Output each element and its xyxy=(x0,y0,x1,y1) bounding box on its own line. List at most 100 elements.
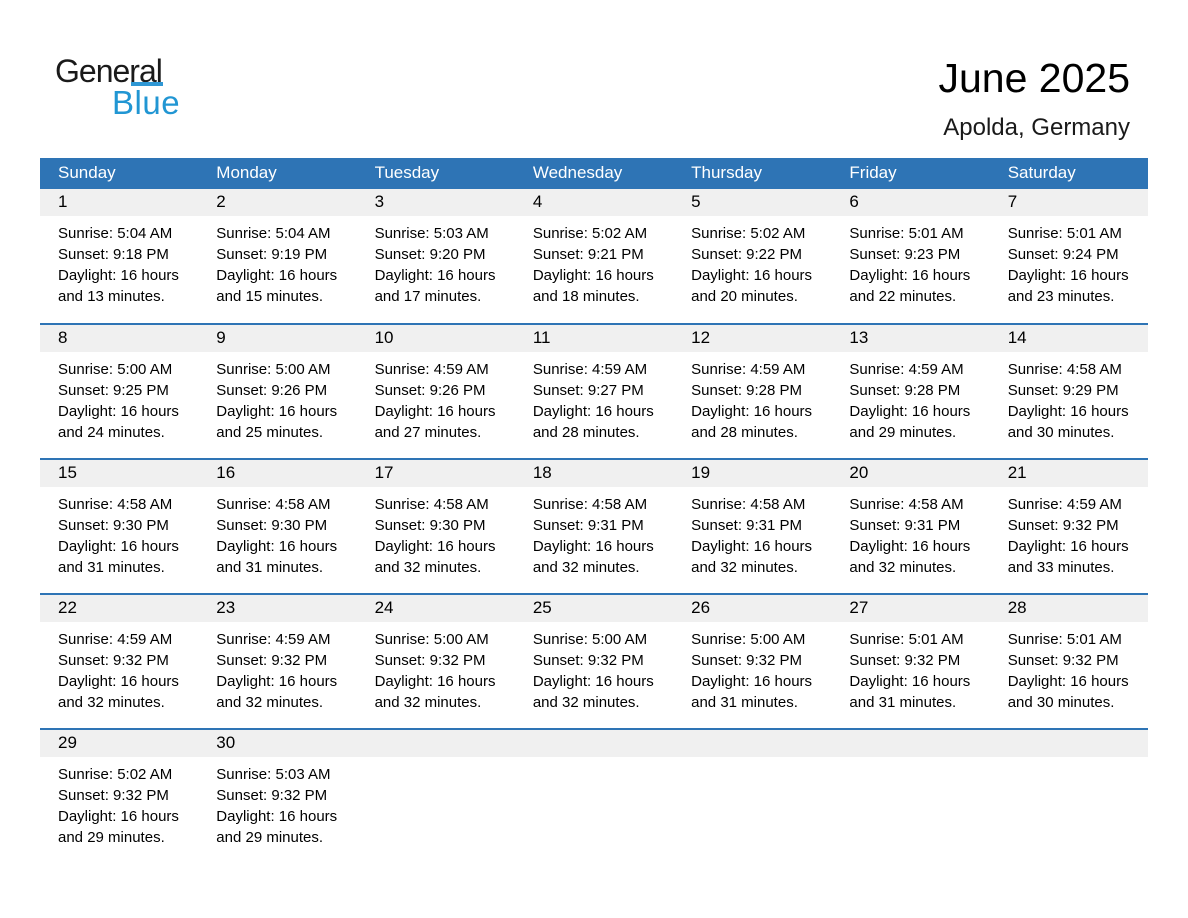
sunrise-text: Sunrise: 4:58 AM xyxy=(1007,361,1122,378)
day-details: Sunrise: 4:59 AM Sunset: 9:27 PM Daylight:… xyxy=(515,352,673,443)
sunrise-text: Sunrise: 5:00 AM xyxy=(532,631,648,648)
sunset-text: Sunset: 9:21 PM xyxy=(532,246,644,263)
day-number: 30 xyxy=(198,730,357,757)
week-row: 22 Sunrise: 4:59 AM Sunset: 9:32 PM Dayligh… xyxy=(40,594,1148,729)
day-cell: 30 Sunrise: 5:03 AM Sunset: 9:32 PM Dayligh… xyxy=(198,729,357,864)
day-number: 1 xyxy=(40,189,199,216)
day-details: Sunrise: 5:00 AM Sunset: 9:32 PM Daylight:… xyxy=(673,622,831,713)
day-number xyxy=(673,730,832,757)
daylight-text: Daylight: 16 hours and 32 minutes. xyxy=(691,538,813,576)
day-number: 9 xyxy=(198,325,357,352)
day-details: Sunrise: 5:00 AM Sunset: 9:25 PM Daylight:… xyxy=(40,352,198,443)
daylight-text: Daylight: 16 hours and 31 minutes. xyxy=(849,673,971,711)
sunset-text: Sunset: 9:19 PM xyxy=(216,246,328,263)
day-details: Sunrise: 5:01 AM Sunset: 9:23 PM Daylight:… xyxy=(831,216,989,307)
sunset-text: Sunset: 9:22 PM xyxy=(691,246,803,263)
day-cell: 20 Sunrise: 4:58 AM Sunset: 9:31 PM Dayligh… xyxy=(831,459,990,594)
day-cell: 3 Sunrise: 5:03 AM Sunset: 9:20 PM Daylight… xyxy=(356,189,515,324)
sunrise-text: Sunrise: 4:59 AM xyxy=(532,361,648,378)
day-number: 28 xyxy=(989,595,1148,622)
day-number: 7 xyxy=(989,189,1148,216)
daylight-text: Daylight: 16 hours and 32 minutes. xyxy=(532,673,654,711)
day-details: Sunrise: 5:04 AM Sunset: 9:18 PM Daylight:… xyxy=(40,216,198,307)
sunset-text: Sunset: 9:26 PM xyxy=(374,382,486,399)
sunset-text: Sunset: 9:32 PM xyxy=(216,652,328,669)
sunset-text: Sunset: 9:18 PM xyxy=(58,246,169,263)
week-row: 29 Sunrise: 5:02 AM Sunset: 9:32 PM Dayligh… xyxy=(40,729,1148,864)
day-number: 13 xyxy=(831,325,990,352)
daylight-text: Daylight: 16 hours and 30 minutes. xyxy=(1007,673,1129,711)
day-cell: 13 Sunrise: 4:59 AM Sunset: 9:28 PM Dayligh… xyxy=(831,324,990,459)
sunrise-text: Sunrise: 5:02 AM xyxy=(532,225,648,242)
weekday-header-saturday: Saturday xyxy=(989,158,1148,189)
empty-day-cell xyxy=(673,729,832,864)
daylight-text: Daylight: 16 hours and 27 minutes. xyxy=(374,403,496,441)
day-cell: 11 Sunrise: 4:59 AM Sunset: 9:27 PM Dayligh… xyxy=(514,324,674,459)
sunrise-text: Sunrise: 5:01 AM xyxy=(1007,225,1122,242)
day-number: 26 xyxy=(673,595,832,622)
sunrise-text: Sunrise: 5:04 AM xyxy=(58,225,173,242)
week-row: 15 Sunrise: 4:58 AM Sunset: 9:30 PM Dayligh… xyxy=(40,459,1148,594)
day-cell: 5 Sunrise: 5:02 AM Sunset: 9:22 PM Daylight… xyxy=(673,189,832,324)
sunrise-text: Sunrise: 4:59 AM xyxy=(58,631,173,648)
daylight-text: Daylight: 16 hours and 32 minutes. xyxy=(374,538,496,576)
sunrise-text: Sunrise: 4:58 AM xyxy=(374,496,489,513)
day-details: Sunrise: 5:00 AM Sunset: 9:32 PM Daylight:… xyxy=(357,622,515,713)
daylight-text: Daylight: 16 hours and 31 minutes. xyxy=(216,538,338,576)
sunset-text: Sunset: 9:29 PM xyxy=(1007,382,1119,399)
day-cell: 15 Sunrise: 4:58 AM Sunset: 9:30 PM Dayligh… xyxy=(40,459,199,594)
daylight-text: Daylight: 16 hours and 30 minutes. xyxy=(1007,403,1129,441)
day-cell: 26 Sunrise: 5:00 AM Sunset: 9:32 PM Dayligh… xyxy=(673,594,832,729)
general-blue-logo: General Blue xyxy=(55,53,209,119)
sunset-text: Sunset: 9:31 PM xyxy=(532,517,644,534)
day-number: 11 xyxy=(514,325,674,352)
day-cell: 18 Sunrise: 4:58 AM Sunset: 9:31 PM Dayligh… xyxy=(514,459,674,594)
daylight-text: Daylight: 16 hours and 13 minutes. xyxy=(58,267,179,305)
day-number: 20 xyxy=(831,460,990,487)
sunrise-text: Sunrise: 4:59 AM xyxy=(1007,496,1122,513)
weekday-header-tuesday: Tuesday xyxy=(356,158,515,189)
day-number: 4 xyxy=(514,189,674,216)
day-details: Sunrise: 5:03 AM Sunset: 9:32 PM Daylight:… xyxy=(198,757,356,848)
month-title: June 2025 xyxy=(938,55,1130,101)
daylight-text: Daylight: 16 hours and 29 minutes. xyxy=(58,808,179,846)
day-cell: 7 Sunrise: 5:01 AM Sunset: 9:24 PM Daylight… xyxy=(989,189,1148,324)
sunrise-text: Sunrise: 4:58 AM xyxy=(532,496,648,513)
weekday-header-sunday: Sunday xyxy=(40,158,199,189)
day-cell: 23 Sunrise: 4:59 AM Sunset: 9:32 PM Dayligh… xyxy=(198,594,357,729)
day-details: Sunrise: 4:59 AM Sunset: 9:32 PM Daylight:… xyxy=(198,622,356,713)
day-cell: 6 Sunrise: 5:01 AM Sunset: 9:23 PM Daylight… xyxy=(831,189,990,324)
sunrise-text: Sunrise: 5:00 AM xyxy=(691,631,806,648)
sunset-text: Sunset: 9:24 PM xyxy=(1007,246,1119,263)
sunrise-text: Sunrise: 4:59 AM xyxy=(691,361,806,378)
day-number: 27 xyxy=(831,595,990,622)
daylight-text: Daylight: 16 hours and 32 minutes. xyxy=(532,538,654,576)
sunrise-text: Sunrise: 5:00 AM xyxy=(58,361,173,378)
sunset-text: Sunset: 9:32 PM xyxy=(532,652,644,669)
day-number: 23 xyxy=(198,595,357,622)
day-details: Sunrise: 4:59 AM Sunset: 9:28 PM Daylight:… xyxy=(831,352,989,443)
day-number: 8 xyxy=(40,325,199,352)
empty-day-cell xyxy=(989,729,1148,864)
sunset-text: Sunset: 9:23 PM xyxy=(849,246,961,263)
day-details: Sunrise: 4:59 AM Sunset: 9:26 PM Daylight:… xyxy=(357,352,515,443)
day-details: Sunrise: 4:58 AM Sunset: 9:30 PM Daylight:… xyxy=(198,487,356,578)
day-number: 5 xyxy=(673,189,832,216)
daylight-text: Daylight: 16 hours and 15 minutes. xyxy=(216,267,338,305)
day-details: Sunrise: 5:02 AM Sunset: 9:22 PM Daylight:… xyxy=(673,216,831,307)
sunrise-text: Sunrise: 4:59 AM xyxy=(849,361,964,378)
sunrise-text: Sunrise: 5:02 AM xyxy=(691,225,806,242)
sunset-text: Sunset: 9:32 PM xyxy=(1007,652,1119,669)
sunset-text: Sunset: 9:30 PM xyxy=(58,517,169,534)
day-cell: 21 Sunrise: 4:59 AM Sunset: 9:32 PM Dayligh… xyxy=(989,459,1148,594)
day-cell: 19 Sunrise: 4:58 AM Sunset: 9:31 PM Dayligh… xyxy=(673,459,832,594)
day-details: Sunrise: 4:58 AM Sunset: 9:30 PM Daylight:… xyxy=(40,487,198,578)
sunset-text: Sunset: 9:25 PM xyxy=(58,382,169,399)
day-cell: 8 Sunrise: 5:00 AM Sunset: 9:25 PM Daylight… xyxy=(40,324,199,459)
location-subtitle: Apolda, Germany xyxy=(943,114,1130,142)
day-cell: 14 Sunrise: 4:58 AM Sunset: 9:29 PM Dayligh… xyxy=(989,324,1148,459)
daylight-text: Daylight: 16 hours and 32 minutes. xyxy=(216,673,338,711)
logo-row: General xyxy=(55,53,209,89)
day-number: 10 xyxy=(356,325,515,352)
calendar-table: Sunday Monday Tuesday Wednesday Thursday… xyxy=(40,158,1148,864)
